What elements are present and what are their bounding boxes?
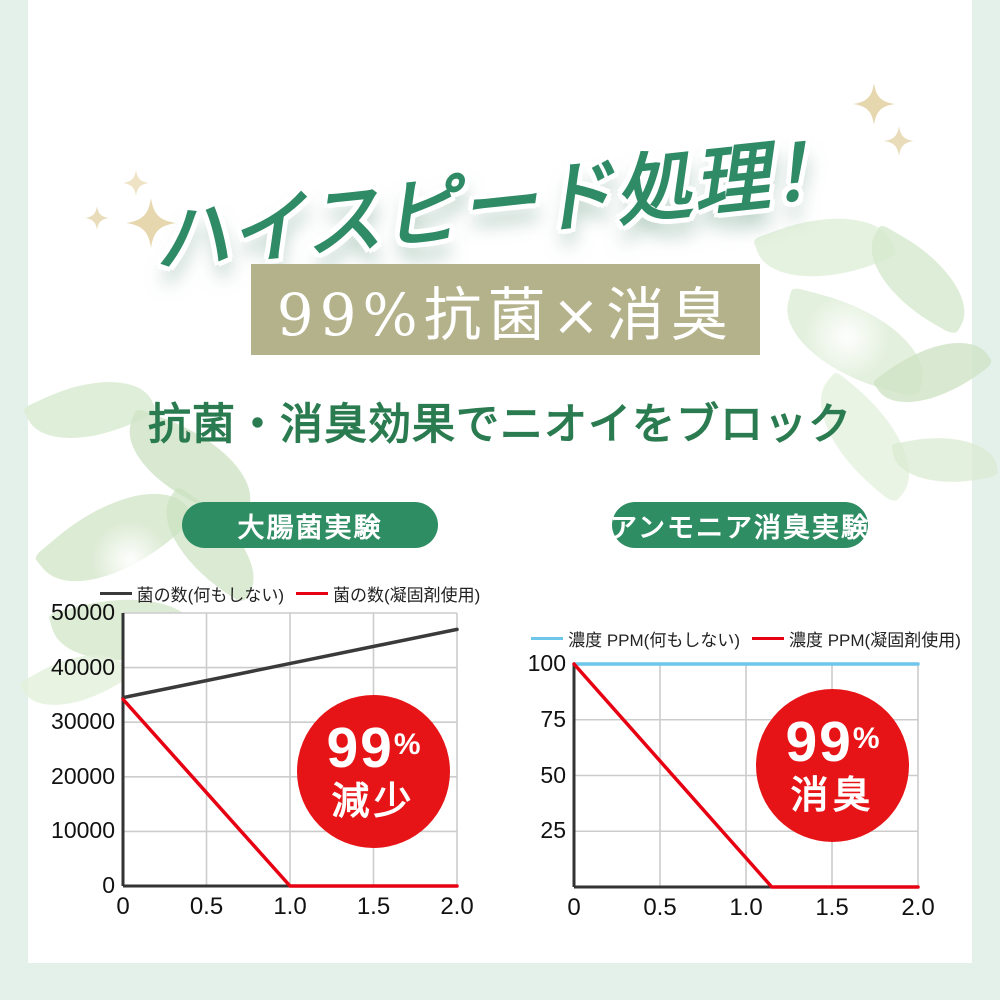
- y-tick-label: 10000: [51, 817, 115, 844]
- legend-swatch: [296, 592, 328, 595]
- flare-decoration: [802, 292, 892, 382]
- badge-label: アンモニア消臭実験: [610, 512, 870, 543]
- legend-swatch: [99, 592, 132, 595]
- chart-legend-left: 菌の数(何もしない) 菌の数(凝固剤使用): [63, 581, 517, 606]
- chart-line: [572, 662, 920, 889]
- y-tick-label: 75: [540, 705, 566, 732]
- sparkle-icon: [85, 206, 109, 230]
- x-tick-label: 2.0: [440, 893, 474, 920]
- flare-decoration: [90, 520, 170, 600]
- legend-item: 濃度 PPM(何もしない): [531, 626, 740, 651]
- y-tick-label: 25: [540, 817, 566, 844]
- experiment-badge-ecoli: 大腸菌実験: [182, 502, 438, 548]
- badge-label: 大腸菌実験: [237, 512, 383, 543]
- stat-unit: %: [393, 727, 421, 761]
- y-tick-label: 50: [540, 761, 566, 788]
- x-tick-label: 1.5: [815, 894, 849, 921]
- x-tick-label: 1.0: [729, 894, 763, 921]
- legend-label: 菌の数(凝固剤使用): [333, 586, 481, 605]
- x-tick-label: 0: [567, 894, 581, 921]
- legend-swatch: [752, 637, 784, 640]
- x-tick-label: 2.0: [901, 894, 935, 921]
- x-tick-label: 0.5: [643, 894, 677, 921]
- legend-item: 濃度 PPM(凝固剤使用): [752, 626, 961, 651]
- x-tick-label: 0: [116, 893, 130, 920]
- chart-line: [121, 627, 459, 700]
- stat-value-row: 99 %: [326, 715, 421, 780]
- stat-unit: %: [852, 721, 880, 755]
- legend-label: 濃度 PPM(凝固剤使用): [789, 631, 961, 650]
- y-tick-label: 30000: [51, 708, 115, 735]
- y-tick-label: 40000: [51, 653, 115, 680]
- x-tick-label: 1.5: [356, 893, 391, 920]
- legend-label: 菌の数(何もしない): [136, 586, 284, 605]
- y-tick-label: 20000: [51, 762, 115, 789]
- experiment-badge-ammonia: アンモニア消臭実験: [610, 502, 870, 548]
- subtitle: 抗菌・消臭効果でニオイをブロック: [148, 401, 852, 449]
- legend-item: 菌の数(凝固剤使用): [296, 581, 480, 606]
- y-tick-label: 100: [527, 650, 566, 676]
- stat-label: 減少: [331, 780, 416, 823]
- legend-label: 濃度 PPM(何もしない): [568, 631, 740, 650]
- legend-item: 菌の数(何もしない): [99, 581, 284, 606]
- x-tick-label: 0.5: [189, 893, 224, 920]
- highlight-box: 99%抗菌×消臭: [251, 264, 760, 355]
- sparkle-icon: [884, 126, 914, 156]
- legend-swatch: [531, 637, 564, 640]
- stat-circle-deodorize: 99 % 消臭: [756, 689, 909, 842]
- stat-value: 99: [326, 715, 394, 780]
- frame-strip-left: [0, 0, 28, 1000]
- stat-value: 99: [785, 709, 853, 774]
- highlight-text: 99%抗菌×消臭: [276, 280, 735, 349]
- chart-legend-right: 濃度 PPM(何もしない) 濃度 PPM(凝固剤使用): [524, 626, 968, 651]
- sparkle-icon: [123, 170, 149, 196]
- stat-value-row: 99 %: [785, 709, 880, 774]
- x-tick-label: 1.0: [273, 893, 307, 920]
- stat-label: 消臭: [790, 774, 875, 817]
- sparkle-icon: [853, 83, 895, 125]
- y-tick-label: 0: [102, 872, 115, 898]
- frame-strip-right: [972, 0, 1000, 1000]
- chart-line: [121, 697, 459, 888]
- y-tick-label: 50000: [51, 599, 115, 625]
- stat-circle-reduction: 99 % 減少: [297, 695, 450, 848]
- frame-strip-bottom: [0, 963, 1000, 1000]
- sparkle-icon: [126, 198, 176, 248]
